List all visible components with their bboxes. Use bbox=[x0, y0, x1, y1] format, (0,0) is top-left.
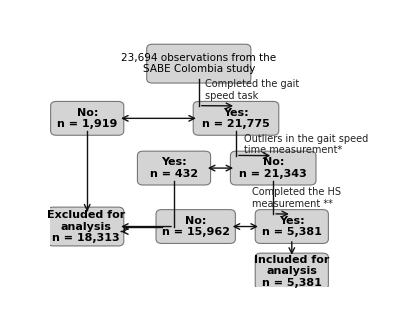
FancyBboxPatch shape bbox=[193, 101, 279, 135]
FancyBboxPatch shape bbox=[230, 151, 316, 185]
FancyBboxPatch shape bbox=[156, 210, 235, 244]
FancyBboxPatch shape bbox=[48, 207, 124, 246]
Text: Completed the gait
speed task: Completed the gait speed task bbox=[205, 79, 299, 100]
Text: Completed the HS
measurement **: Completed the HS measurement ** bbox=[252, 187, 340, 209]
Text: No:
n = 1,919: No: n = 1,919 bbox=[57, 108, 117, 129]
Text: Outliers in the gait speed
time measurement*: Outliers in the gait speed time measurem… bbox=[244, 134, 368, 155]
FancyBboxPatch shape bbox=[138, 151, 210, 185]
Text: Included for
analysis
n = 5,381: Included for analysis n = 5,381 bbox=[254, 255, 330, 288]
FancyBboxPatch shape bbox=[147, 44, 251, 83]
Text: 23,694 observations from the
SABE Colombia study: 23,694 observations from the SABE Colomb… bbox=[121, 53, 276, 74]
Text: Yes:
n = 432: Yes: n = 432 bbox=[150, 157, 198, 179]
Text: Yes:
n = 5,381: Yes: n = 5,381 bbox=[262, 216, 322, 237]
FancyBboxPatch shape bbox=[255, 253, 328, 289]
Text: No:
n = 15,962: No: n = 15,962 bbox=[162, 216, 230, 237]
Text: Excluded for
analysis
n = 18,313: Excluded for analysis n = 18,313 bbox=[46, 210, 125, 243]
FancyBboxPatch shape bbox=[51, 101, 124, 135]
Text: Yes:
n = 21,775: Yes: n = 21,775 bbox=[202, 108, 270, 129]
Text: No:
n = 21,343: No: n = 21,343 bbox=[239, 157, 307, 179]
FancyBboxPatch shape bbox=[255, 210, 328, 244]
